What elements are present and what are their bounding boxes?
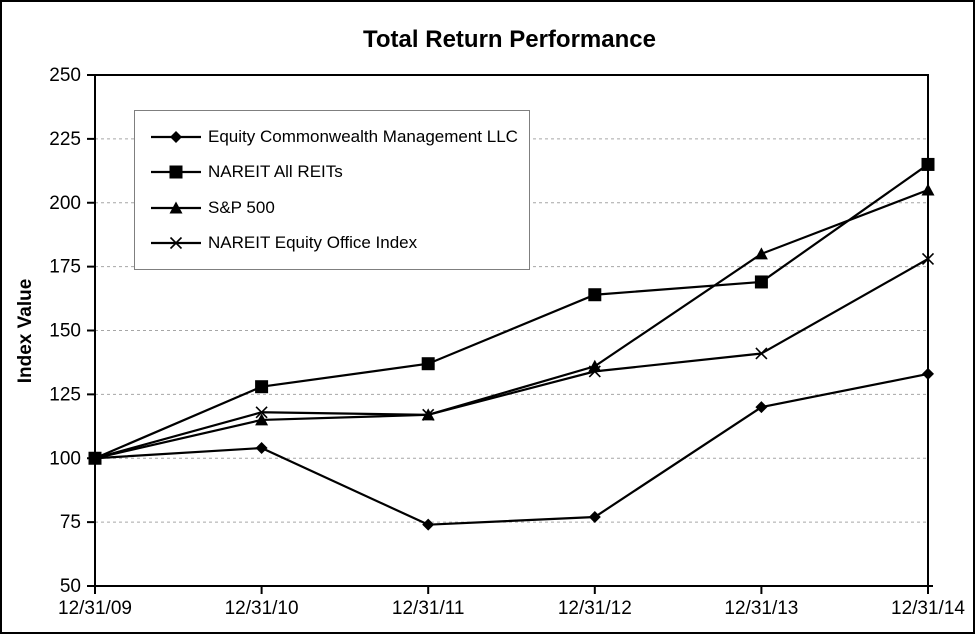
legend-item: Equity Commonwealth Management LLC — [151, 127, 525, 147]
diamond-marker-icon — [255, 442, 268, 455]
triangle-marker-icon — [255, 413, 269, 426]
x-marker-icon — [921, 252, 935, 266]
y-tick-label: 125 — [49, 384, 81, 405]
x-tick-label: 12/31/09 — [58, 598, 132, 619]
x-tick-label: 12/31/13 — [724, 598, 798, 619]
legend-item: NAREIT All REITs — [151, 162, 525, 182]
y-tick-label: 150 — [49, 321, 81, 342]
x-tick-label: 12/31/12 — [558, 598, 632, 619]
legend-label: NAREIT All REITs — [208, 162, 343, 182]
y-axis: 50 75 100 125 150 175 200 225 250 — [49, 65, 95, 597]
y-tick-label: 250 — [49, 65, 81, 86]
square-marker-icon — [421, 357, 435, 371]
legend-square-sample-icon — [151, 165, 201, 179]
legend-triangle-sample-icon — [151, 201, 201, 214]
square-marker-icon — [754, 275, 768, 289]
square-marker-icon — [169, 165, 183, 179]
legend-label: Equity Commonwealth Management LLC — [208, 126, 518, 146]
y-tick-label: 175 — [49, 257, 81, 278]
series-x — [88, 252, 935, 465]
legend-item: S&P 500 — [151, 198, 525, 218]
diamond-marker-icon — [755, 401, 768, 414]
x-marker-icon — [88, 452, 102, 465]
x-axis: 12/31/09 12/31/10 12/31/11 12/31/12 12/31/13… — [58, 586, 965, 619]
triangle-marker-icon — [921, 183, 935, 196]
legend-label: S&P 500 — [208, 197, 275, 217]
legend-label: NAREIT Equity Office Index — [208, 233, 418, 253]
diamond-marker-icon — [170, 130, 182, 143]
series-line — [94, 188, 929, 460]
y-tick-label: 200 — [49, 193, 81, 214]
series-line — [94, 372, 929, 526]
series-line — [94, 163, 929, 460]
x-marker-icon — [755, 347, 768, 360]
triangle-marker-icon — [169, 201, 183, 214]
diamond-marker-icon — [922, 367, 934, 380]
y-tick-label: 100 — [49, 448, 81, 469]
x-marker-icon — [169, 237, 183, 250]
x-marker-icon — [255, 406, 268, 419]
legend-item: NAREIT Equity Office Index — [151, 233, 525, 253]
square-marker-icon — [588, 288, 602, 302]
legend-diamond-sample-icon — [151, 130, 201, 143]
triangle-marker-icon — [754, 247, 768, 260]
x-marker-icon — [588, 365, 601, 378]
legend-x-sample-icon — [151, 237, 201, 250]
x-tick-label: 12/31/11 — [392, 598, 465, 619]
legend: Equity Commonwealth Management LLC NAREIT… — [134, 110, 530, 270]
diamond-marker-icon — [422, 518, 435, 531]
chart-title: Total Return Performance — [363, 26, 656, 53]
x-tick-label: 12/31/14 — [891, 598, 965, 619]
y-tick-label: 75 — [60, 512, 81, 533]
series-line — [94, 258, 929, 460]
diamond-marker-icon — [588, 511, 601, 524]
square-marker-icon — [921, 157, 935, 171]
y-tick-label: 225 — [49, 129, 81, 150]
square-marker-icon — [255, 380, 269, 394]
x-marker-icon — [422, 408, 435, 421]
y-tick-label: 50 — [60, 576, 81, 597]
x-tick-label: 12/31/10 — [225, 598, 299, 619]
